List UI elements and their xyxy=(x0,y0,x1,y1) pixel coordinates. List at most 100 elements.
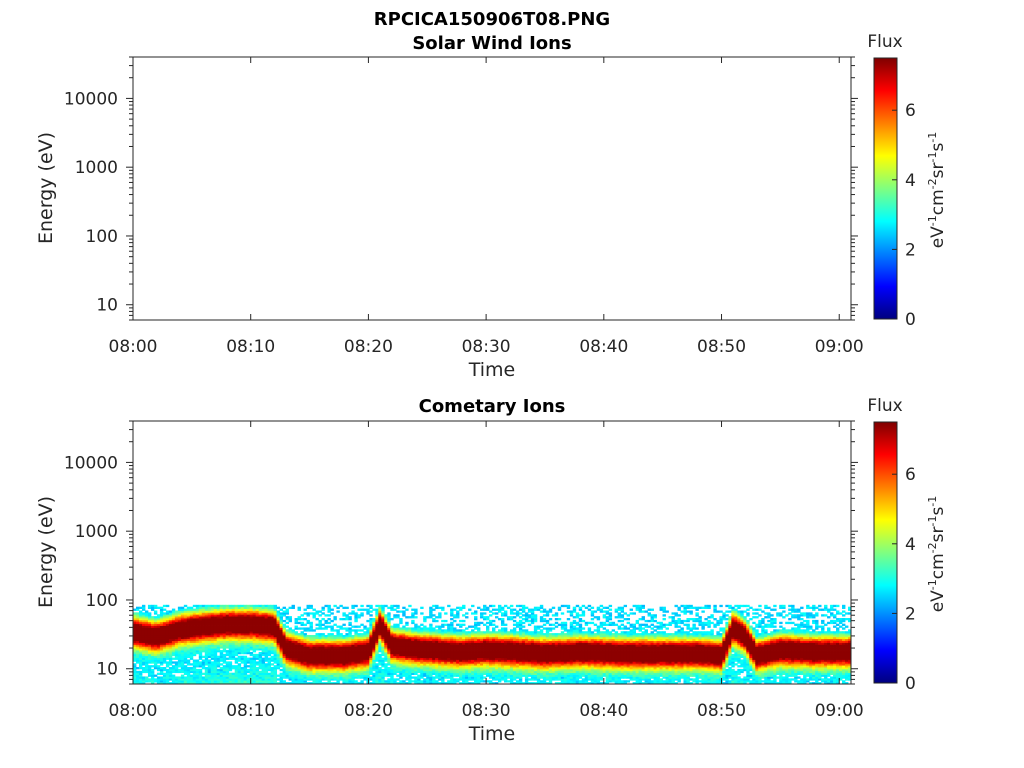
heatmap-cell xyxy=(536,606,541,609)
heatmap-cell xyxy=(171,642,176,645)
heatmap-cell xyxy=(345,614,349,617)
heatmap-cell xyxy=(336,665,340,668)
heatmap-cell xyxy=(390,680,394,683)
heatmap-cell xyxy=(408,604,412,608)
heatmap-cell xyxy=(378,663,382,666)
heatmap-cell xyxy=(177,621,182,625)
heatmap-cell xyxy=(378,625,382,628)
heatmap-cell xyxy=(396,665,400,668)
heatmap-cell xyxy=(524,680,529,683)
heatmap-cell xyxy=(213,633,218,636)
colorbar-unit-label: eV-1cm-2sr-1s-1 xyxy=(926,132,948,249)
heatmap-cell xyxy=(447,667,451,670)
heatmap-cell xyxy=(183,667,188,670)
heatmap-cell xyxy=(312,676,316,679)
heatmap-cell xyxy=(542,653,547,657)
heatmap-cell xyxy=(390,644,394,647)
heatmap-cell xyxy=(450,653,454,657)
heatmap-cell xyxy=(234,633,239,636)
heatmap-cell xyxy=(429,648,433,651)
heatmap-cell xyxy=(369,636,373,640)
heatmap-cell xyxy=(162,627,167,630)
heatmap-cell xyxy=(324,651,328,655)
heatmap-cell xyxy=(497,680,502,683)
heatmap-cell xyxy=(474,618,478,621)
heatmap-cell xyxy=(492,644,496,647)
heatmap-cell xyxy=(324,682,328,684)
heatmap-cell xyxy=(192,650,197,653)
heatmap-cell xyxy=(450,642,454,645)
heatmap-cell xyxy=(234,638,239,642)
heatmap-cell xyxy=(459,648,463,651)
heatmap-cell xyxy=(399,674,403,677)
heatmap-cell xyxy=(153,678,158,681)
heatmap-cell xyxy=(216,621,221,625)
heatmap-cell xyxy=(198,678,203,681)
heatmap-cell xyxy=(387,644,391,647)
heatmap-cell xyxy=(447,655,451,659)
heatmap-cell xyxy=(297,661,301,664)
heatmap-cell xyxy=(324,676,328,679)
heatmap-cell xyxy=(450,625,454,628)
heatmap-cell xyxy=(255,631,260,634)
heatmap-cell xyxy=(249,651,254,655)
heatmap-cell xyxy=(480,661,484,664)
heatmap-cell xyxy=(509,680,514,683)
heatmap-cell xyxy=(195,636,200,640)
heatmap-cell xyxy=(279,633,283,636)
heatmap-cell xyxy=(417,642,421,645)
heatmap-cell xyxy=(285,657,289,660)
heatmap-cell xyxy=(318,619,322,623)
heatmap-cell xyxy=(459,629,463,632)
heatmap-cell xyxy=(210,680,215,683)
heatmap-cell xyxy=(138,627,143,630)
heatmap-cell xyxy=(201,627,206,630)
heatmap-cell xyxy=(333,657,337,660)
heatmap-cell xyxy=(153,653,158,657)
heatmap-cell xyxy=(468,644,472,647)
heatmap-cell xyxy=(336,674,340,677)
heatmap-cell xyxy=(312,646,316,649)
heatmap-cell xyxy=(447,636,451,640)
heatmap-cell xyxy=(387,623,391,626)
heatmap-cell xyxy=(497,618,502,621)
heatmap-cell xyxy=(423,631,427,634)
heatmap-cell xyxy=(222,644,227,647)
heatmap-cell xyxy=(524,646,529,649)
heatmap-cell xyxy=(429,627,433,630)
heatmap-cell xyxy=(159,612,164,615)
heatmap-cell xyxy=(144,648,149,651)
heatmap-cell xyxy=(312,612,316,615)
heatmap-cell xyxy=(408,659,412,662)
heatmap-cell xyxy=(363,672,367,675)
heatmap-cell xyxy=(435,667,439,670)
heatmap-cell xyxy=(216,633,221,636)
heatmap-cell xyxy=(539,668,544,672)
heatmap-cell xyxy=(252,676,257,679)
heatmap-cell xyxy=(162,634,167,638)
heatmap-cell xyxy=(539,636,544,640)
heatmap-cell xyxy=(468,653,472,657)
heatmap-cell xyxy=(339,668,343,672)
heatmap-cell xyxy=(453,674,457,677)
heatmap-cell xyxy=(539,651,544,655)
heatmap-cell xyxy=(497,646,502,649)
heatmap-cell xyxy=(174,665,179,668)
heatmap-cell xyxy=(219,668,224,672)
heatmap-cell xyxy=(366,646,370,649)
heatmap-cell xyxy=(258,636,263,640)
heatmap-cell xyxy=(252,636,257,640)
heatmap-cell xyxy=(171,657,176,660)
heatmap-cell xyxy=(150,638,155,642)
heatmap-cell xyxy=(483,680,487,683)
heatmap-cell xyxy=(518,676,523,679)
heatmap-cell xyxy=(432,648,436,651)
heatmap-cell xyxy=(462,614,466,617)
heatmap-cell xyxy=(291,631,295,634)
heatmap-cell xyxy=(339,674,343,677)
heatmap-cell xyxy=(441,667,445,670)
heatmap-cell xyxy=(521,636,526,640)
heatmap-cell xyxy=(174,629,179,632)
heatmap-cell xyxy=(141,627,146,630)
heatmap-cell xyxy=(192,665,197,668)
